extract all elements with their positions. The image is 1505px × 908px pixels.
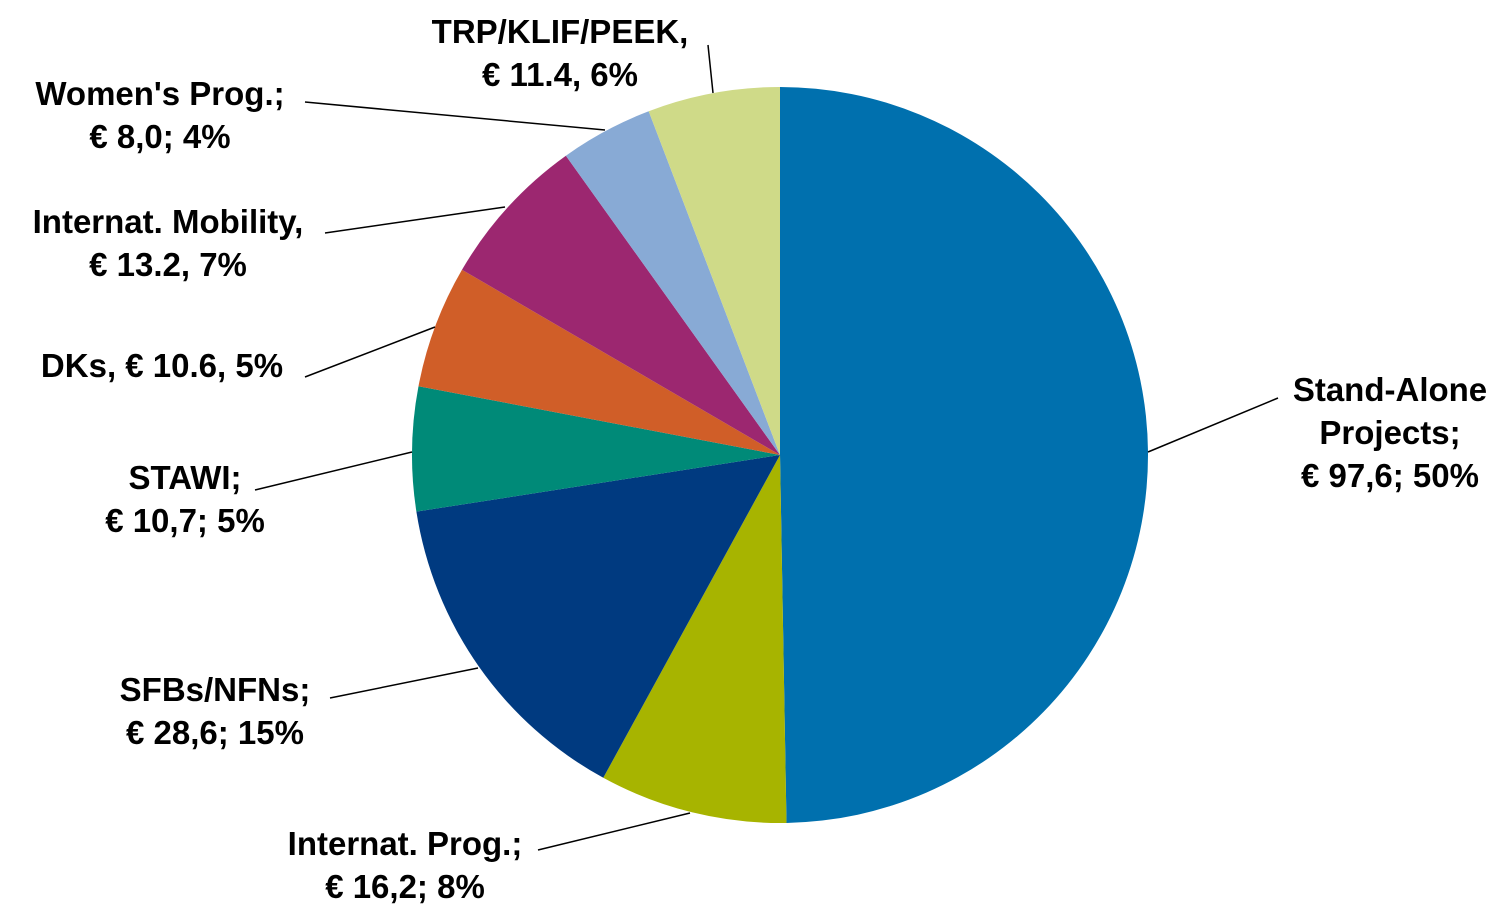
category-label: Internat. Mobility, (32, 203, 304, 240)
leader-line (707, 44, 714, 94)
leader-line (329, 667, 479, 699)
slice-label: Internat. Mobility, € 13.2, 7% (3, 200, 333, 286)
pie-slice (411, 386, 780, 512)
leader-line (254, 451, 413, 491)
category-label: Women's Prog.; (35, 75, 285, 112)
pie-slice (648, 87, 780, 455)
leader-line (1147, 397, 1279, 453)
value-label: € 16,2; 8% (325, 868, 485, 905)
category-label: SFBs/NFNs; (119, 671, 311, 708)
value-label: € 11.4, 6% (482, 56, 638, 93)
value-label: € 13.2, 7% (89, 246, 247, 283)
value-label: € 10.6, 5% (125, 347, 284, 384)
category-label: Stand-Alone Projects; (1292, 371, 1488, 451)
slice-label: Internat. Prog.; € 16,2; 8% (255, 822, 555, 908)
value-label: € 8,0; 4% (89, 118, 231, 155)
category-label: Internat. Prog.; (287, 825, 523, 862)
value-label: € 10,7; 5% (105, 502, 265, 539)
slice-label: STAWI; € 10,7; 5% (75, 456, 295, 542)
pie-slice (780, 87, 1149, 823)
slice-label: DKs, € 10.6, 5% (12, 344, 312, 387)
category-label: TRP/KLIF/PEEK, (431, 13, 689, 50)
leader-line (537, 812, 691, 851)
leader-line (304, 101, 606, 131)
value-label: € 28,6; 15% (126, 714, 304, 751)
pie-slice (565, 111, 780, 456)
pie-slice (416, 455, 780, 778)
slice-label: Stand-Alone Projects; € 97,6; 50% (1275, 368, 1505, 497)
pie-slice (461, 155, 780, 455)
slice-label: SFBs/NFNs; € 28,6; 15% (85, 668, 345, 754)
category-label: DKs, (40, 347, 117, 384)
slice-label: TRP/KLIF/PEEK, € 11.4, 6% (400, 10, 720, 96)
pie-slice (418, 269, 780, 455)
pie-slice (603, 455, 787, 824)
value-label: € 97,6; 50% (1301, 457, 1479, 494)
slice-label: Women's Prog.; € 8,0; 4% (10, 72, 310, 158)
leader-line (304, 326, 436, 378)
category-label: STAWI; (128, 459, 242, 496)
leader-line (324, 206, 506, 234)
